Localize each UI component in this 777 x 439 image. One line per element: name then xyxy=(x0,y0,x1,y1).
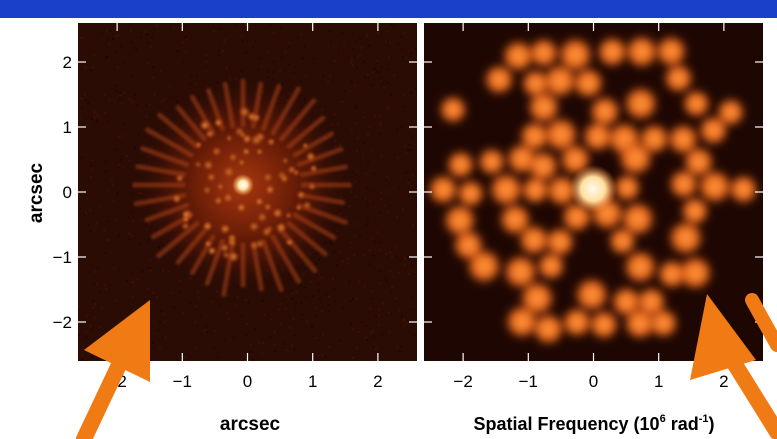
y-tick-label: 2 xyxy=(63,53,72,72)
psf-core xyxy=(232,174,254,196)
sf-label-mid: rad xyxy=(666,414,699,434)
sf-label-exp2: -1 xyxy=(699,413,709,425)
x-tick-label-left: 0 xyxy=(243,372,252,391)
arrow-right xyxy=(690,293,777,439)
x-axis-title-left: arcsec xyxy=(220,414,281,435)
x-tick-label-left: 2 xyxy=(373,372,382,391)
x-tick-label-right: 2 xyxy=(719,372,728,391)
mtf-core xyxy=(569,165,617,213)
y-axis-area xyxy=(0,18,76,439)
arrow-left xyxy=(76,300,150,439)
x-tick-label-left: −1 xyxy=(173,372,192,391)
sf-label-exp1: 6 xyxy=(660,413,666,425)
y-tick-label: −2 xyxy=(53,313,72,332)
x-axis-area xyxy=(76,363,777,439)
x-axis-title-right: Spatial Frequency (106 rad-1) xyxy=(474,413,715,434)
psf-image-panel xyxy=(78,23,417,361)
y-tick-label: 1 xyxy=(63,118,72,137)
sf-label-end: ) xyxy=(709,414,715,434)
x-tick-label-right: −1 xyxy=(519,372,538,391)
x-tick-label-right: −2 xyxy=(453,372,472,391)
y-axis-title: arcsec xyxy=(26,162,47,223)
x-tick-label-right: 0 xyxy=(589,372,598,391)
x-tick-label-right: 1 xyxy=(654,372,663,391)
x-tick-label-left: 1 xyxy=(308,372,317,391)
sf-label-main: Spatial Frequency (10 xyxy=(474,414,660,434)
y-tick-label: −1 xyxy=(53,248,72,267)
y-tick-label: 0 xyxy=(63,183,72,202)
